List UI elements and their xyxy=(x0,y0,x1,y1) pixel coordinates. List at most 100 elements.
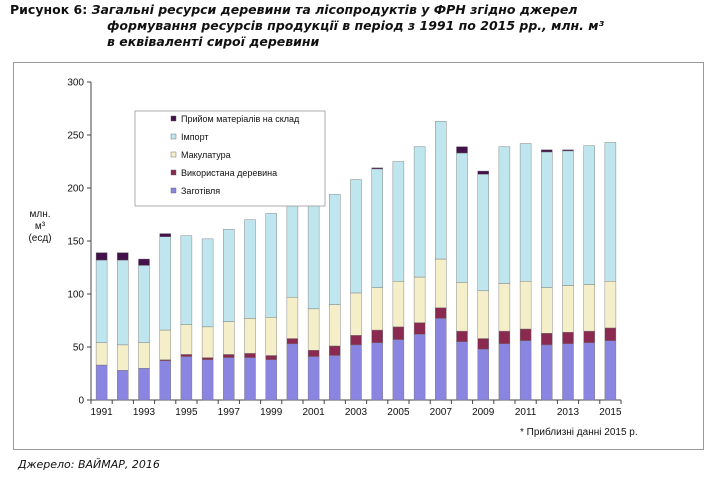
bar-segment xyxy=(541,287,553,334)
bar-segment xyxy=(138,368,150,401)
bar-segment xyxy=(562,285,574,333)
bar-segment xyxy=(519,143,532,282)
bar-segment xyxy=(286,343,299,401)
bar-segment xyxy=(392,281,405,328)
bar-segment xyxy=(180,354,193,357)
bar-segment xyxy=(329,194,341,305)
legend-label: Прийом матеріалів на склад xyxy=(181,114,300,124)
bar-segment xyxy=(583,284,595,332)
bar-segment xyxy=(435,121,447,260)
y-tick-label: 250 xyxy=(67,131,84,142)
bar-segment xyxy=(307,356,320,401)
y-tick-label: 200 xyxy=(67,184,84,195)
bar-segment xyxy=(201,359,214,401)
bar-segment xyxy=(350,335,362,346)
bar-segment xyxy=(477,338,489,350)
y-tick-label: 50 xyxy=(73,343,85,354)
bar-segment xyxy=(604,327,617,341)
bar-segment xyxy=(435,258,447,308)
bar-segment xyxy=(413,276,426,323)
bar-segment xyxy=(371,329,383,343)
x-tick-label: 2009 xyxy=(472,407,495,418)
bar-segment xyxy=(265,317,277,356)
bar-segment xyxy=(583,342,595,401)
bar-segment xyxy=(329,345,341,356)
bar-segment xyxy=(180,235,193,325)
x-tick-label: 2007 xyxy=(430,407,453,418)
bar-segment xyxy=(201,238,214,328)
bar-segment xyxy=(159,233,171,237)
bar-segment xyxy=(329,304,341,347)
bar-segment xyxy=(477,170,489,175)
bar-segment xyxy=(435,307,447,319)
bar-segment xyxy=(95,252,108,261)
legend-swatch xyxy=(170,133,177,140)
bar-segment xyxy=(138,258,150,266)
bar-segment xyxy=(95,342,108,366)
bar-segment xyxy=(307,308,320,351)
legend-label: Імпорт xyxy=(181,132,209,142)
bar-segment xyxy=(286,296,299,339)
chart-note: * Приблизні данні 2015 р. xyxy=(520,426,638,438)
bar-segment xyxy=(95,259,108,343)
bar-segment xyxy=(265,213,277,318)
source-note: Джерело: ВАЙМАР, 2016 xyxy=(18,458,160,471)
bar-segment xyxy=(180,356,193,401)
bar-segment xyxy=(498,283,511,332)
bar-segment xyxy=(307,349,320,357)
bar-segment xyxy=(350,179,362,294)
bar-segment xyxy=(371,168,383,288)
bar-segment xyxy=(180,324,193,355)
bar-segment xyxy=(117,259,129,346)
bar-segment xyxy=(265,355,277,360)
y-axis-label: м³ xyxy=(35,221,46,232)
bar-segment xyxy=(604,281,617,329)
x-tick-label: 2005 xyxy=(387,407,410,418)
bar-segment xyxy=(223,229,235,322)
x-tick-label: 1999 xyxy=(260,407,283,418)
bar-segment xyxy=(562,343,574,401)
bar-segment xyxy=(223,321,235,355)
bar-segment xyxy=(307,200,320,310)
bar-segment xyxy=(350,344,362,401)
bar-segment xyxy=(95,364,108,401)
bar-segment xyxy=(244,353,256,358)
x-tick-label: 1991 xyxy=(90,407,113,418)
legend-swatch xyxy=(170,187,177,194)
y-tick-label: 0 xyxy=(78,396,84,407)
legend-swatch xyxy=(170,151,177,158)
y-tick-label: 150 xyxy=(67,237,84,248)
bar-segment xyxy=(498,330,511,345)
bar-segment xyxy=(201,326,214,358)
bar-segment xyxy=(498,146,511,284)
caption-line-2: формування ресурсів продукції в період з… xyxy=(107,18,604,33)
bar-segment xyxy=(159,329,171,360)
bar-segment xyxy=(456,152,468,283)
bar-segment xyxy=(350,292,362,336)
bar-segment xyxy=(456,282,468,332)
bar-segment xyxy=(244,219,256,319)
legend-swatch xyxy=(170,169,177,176)
bar-segment xyxy=(223,354,235,358)
x-tick-label: 2003 xyxy=(345,407,368,418)
bar-segment xyxy=(519,281,532,330)
bar-segment xyxy=(541,149,553,153)
bar-segment xyxy=(477,348,489,401)
bar-segment xyxy=(138,265,150,343)
y-axis-label: млн. xyxy=(29,209,50,220)
x-tick-label: 1995 xyxy=(175,407,198,418)
bar-segment xyxy=(371,287,383,331)
bar-segment xyxy=(392,339,405,401)
caption-prefix: Рисунок 6: xyxy=(10,2,88,17)
bar-segment xyxy=(117,252,129,261)
caption-line-1: Загальні ресурси деревини та лісопродукт… xyxy=(91,2,578,17)
bar-segment xyxy=(519,328,532,341)
bar-segment xyxy=(477,174,489,292)
bar-segment xyxy=(541,333,553,346)
bar-segment xyxy=(244,318,256,354)
x-tick-label: 2011 xyxy=(515,407,537,418)
bar-segment xyxy=(583,330,595,343)
bar-segment xyxy=(456,341,468,401)
bar-segment xyxy=(413,322,426,335)
